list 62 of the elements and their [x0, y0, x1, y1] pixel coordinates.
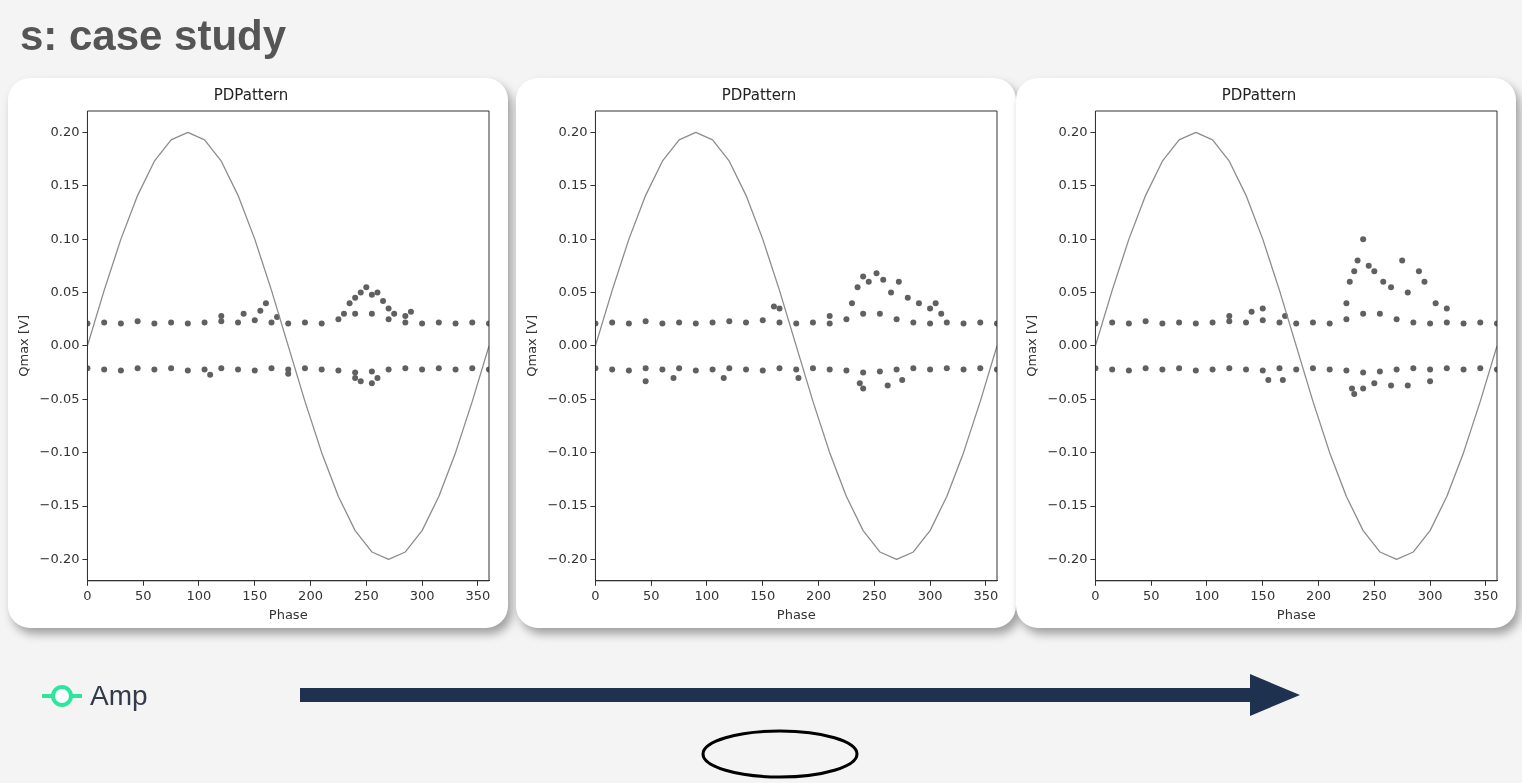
y-tick-label: −0.10	[39, 444, 80, 460]
y-tick-label: −0.10	[1047, 444, 1088, 460]
x-axis-title: Phase	[1276, 606, 1316, 622]
y-tick-label: 0.10	[1058, 230, 1088, 246]
x-tick-label: 300	[1417, 587, 1443, 603]
x-tick-label: 250	[353, 587, 379, 603]
y-tick-label: 0.20	[50, 123, 80, 139]
y-tick-label: −0.20	[547, 550, 588, 566]
x-tick-label: 200	[298, 587, 323, 603]
x-tick-label: 350	[973, 587, 999, 603]
x-tick-label: 50	[134, 587, 152, 603]
y-tick-label: 0.00	[50, 337, 80, 353]
y-tick-label: 0.15	[50, 177, 80, 193]
y-tick-label: −0.05	[39, 390, 80, 406]
y-tick-label: −0.20	[39, 550, 80, 566]
x-tick-label: 150	[750, 587, 776, 603]
y-tick-label: 0.15	[1058, 177, 1088, 193]
y-axis-title: Qmax [V]	[524, 315, 540, 377]
x-tick-label: 50	[1142, 587, 1160, 603]
y-tick-label: 0.15	[558, 177, 588, 193]
y-tick-label: 0.00	[558, 337, 588, 353]
chart-title: PDPattern	[1221, 85, 1297, 104]
x-tick-label: 50	[642, 587, 660, 603]
x-axis-title: Phase	[268, 606, 308, 622]
y-tick-label: −0.15	[39, 497, 80, 513]
x-tick-label: 150	[242, 587, 268, 603]
y-tick-label: −0.05	[1047, 390, 1088, 406]
chart-title: PDPattern	[721, 85, 797, 104]
x-tick-label: 250	[861, 587, 887, 603]
y-tick-label: 0.05	[558, 283, 588, 299]
x-tick-label: 350	[465, 587, 491, 603]
text: Amp	[90, 680, 148, 712]
x-tick-label: 250	[1361, 587, 1387, 603]
y-tick-label: −0.15	[1047, 497, 1088, 513]
x-tick-label: 100	[694, 587, 720, 603]
y-axis-title: Qmax [V]	[1024, 315, 1040, 377]
x-tick-label: 200	[1306, 587, 1331, 603]
y-tick-label: 0.10	[558, 230, 588, 246]
y-tick-label: −0.15	[547, 497, 588, 513]
chart-title: PDPattern	[213, 85, 289, 104]
y-tick-label: 0.10	[50, 230, 80, 246]
x-tick-label: 150	[1250, 587, 1276, 603]
y-tick-label: −0.05	[547, 390, 588, 406]
x-tick-label: 100	[1194, 587, 1220, 603]
y-tick-label: 0.05	[1058, 283, 1088, 299]
y-tick-label: 0.00	[1058, 337, 1088, 353]
y-tick-label: 0.20	[558, 123, 588, 139]
x-tick-label: 0	[1091, 587, 1100, 603]
y-tick-label: −0.10	[547, 444, 588, 460]
x-tick-label: 300	[409, 587, 435, 603]
x-tick-label: 100	[186, 587, 212, 603]
y-tick-label: 0.05	[50, 283, 80, 299]
y-tick-label: −0.20	[1047, 550, 1088, 566]
x-tick-label: 0	[83, 587, 92, 603]
x-tick-label: 200	[806, 587, 831, 603]
y-tick-label: 0.20	[1058, 123, 1088, 139]
x-tick-label: 0	[591, 587, 600, 603]
x-tick-label: 300	[917, 587, 943, 603]
text: s: case study	[20, 12, 287, 60]
x-tick-label: 350	[1473, 587, 1499, 603]
y-axis-title: Qmax [V]	[16, 315, 32, 377]
x-axis-title: Phase	[776, 606, 816, 622]
